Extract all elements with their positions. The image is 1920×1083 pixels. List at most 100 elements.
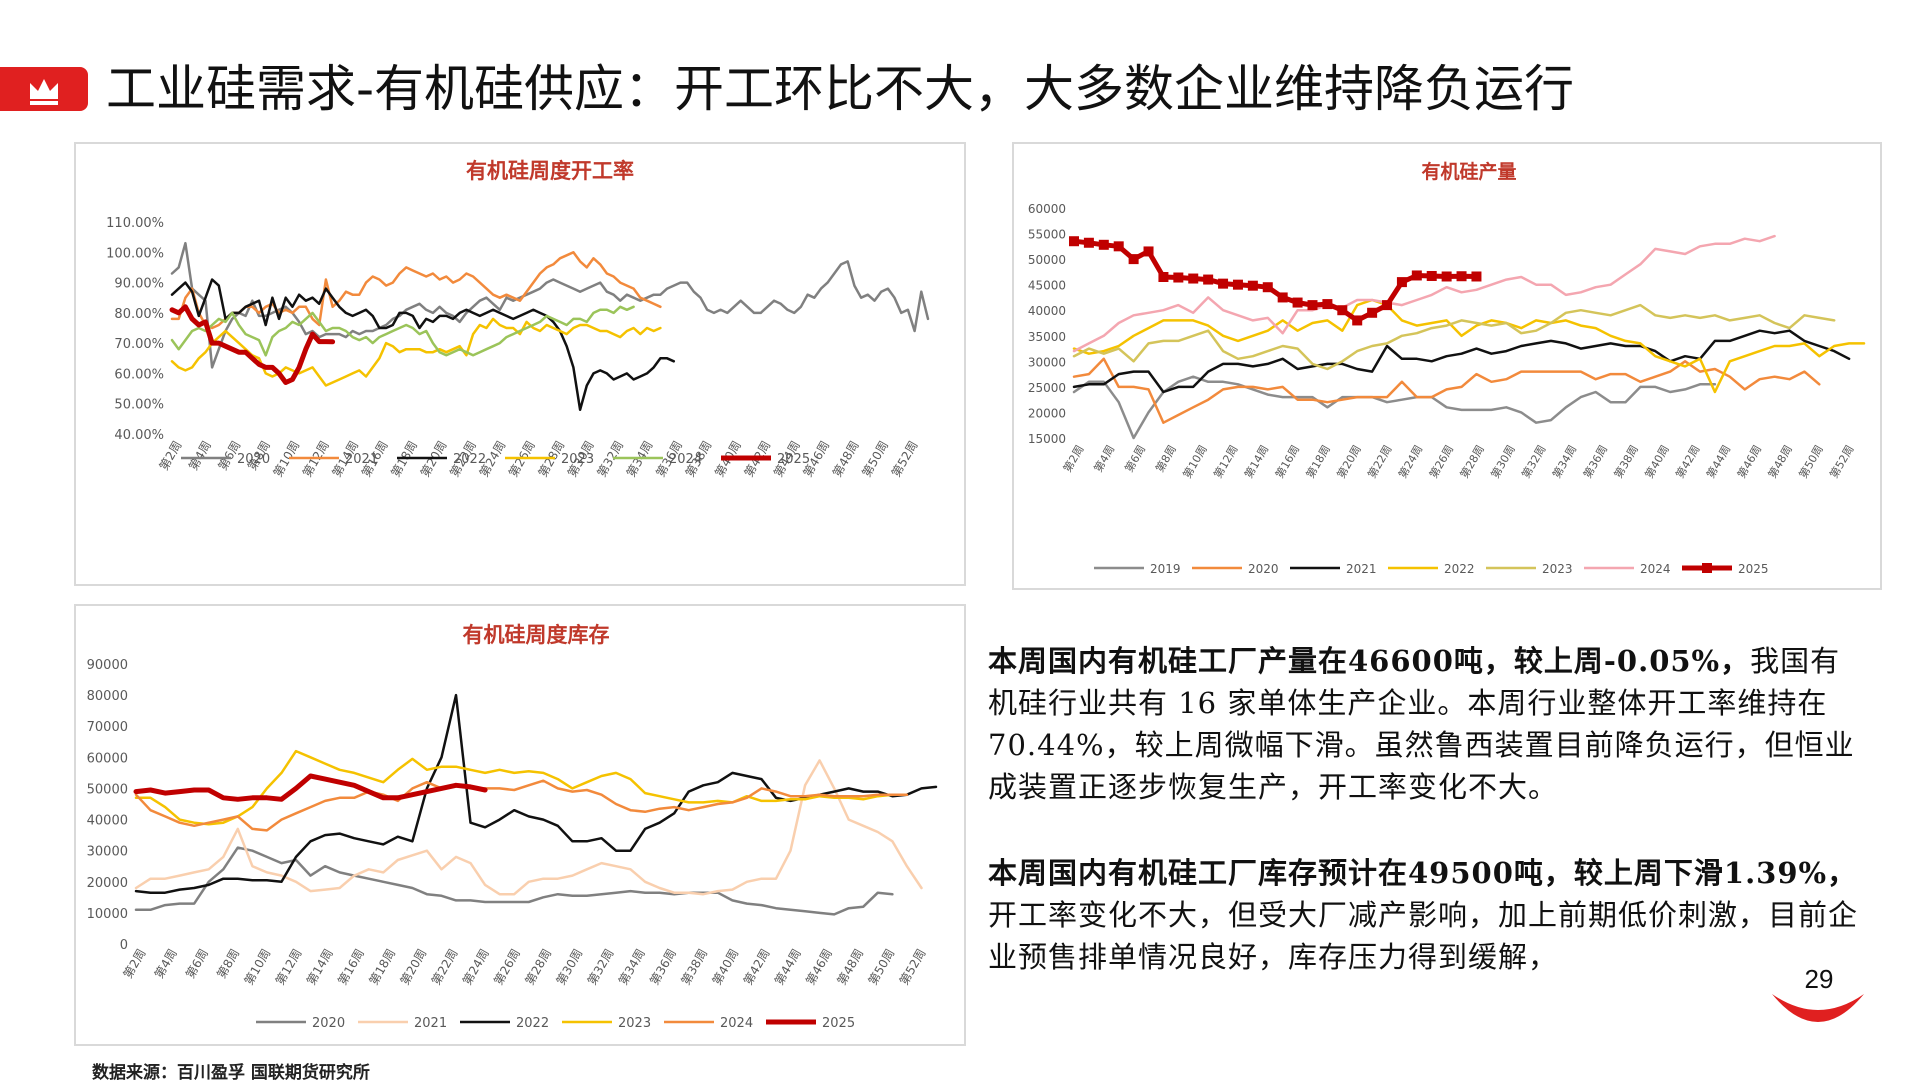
chart-rate-svg: 有机硅周度开工率 40.00% 50.00% 60.00% 70.00% 80.00% 90… [106, 158, 930, 480]
output-xtick-label: 第34周 [1549, 443, 1579, 481]
output-point-2025 [1069, 236, 1079, 247]
inventory-legend-label-2020: 2020 [312, 1016, 345, 1031]
output-legend-label-2019: 2019 [1150, 562, 1181, 576]
output-xtick-label: 第46周 [1734, 443, 1764, 481]
output-xtick-label: 第12周 [1210, 443, 1240, 481]
rate-legend-label-2022: 2022 [453, 452, 486, 467]
output-point-2025 [1352, 315, 1363, 326]
output-series-2023 [1072, 303, 1836, 371]
output-point-2025 [1203, 274, 1214, 285]
paragraph-output-bold: 本周国内有机硅工厂产量在46600吨，较上周-0.05%， [988, 644, 1751, 678]
output-point-2025 [1158, 272, 1169, 282]
output-ytick-label: 60000 [1028, 202, 1066, 216]
source-note: 数据来源：百川盈孚 国联期货研究所 [92, 1063, 370, 1083]
inventory-xtick-label: 第8周 [214, 947, 242, 981]
output-xtick-label: 第50周 [1796, 443, 1826, 481]
paragraph-inventory-bold: 本周国内有机硅工厂库存预计在49500吨，较上周下滑1.39%， [988, 856, 1858, 890]
rate-xtick-label: 第4周 [186, 439, 214, 473]
output-point-2025 [1247, 280, 1258, 291]
output-point-2025 [1382, 300, 1393, 311]
rate-ytick-label: 90.00% [114, 277, 164, 292]
output-xtick-label: 第2周 [1060, 443, 1087, 475]
rate-series-2025 [169, 304, 336, 385]
rate-ytick-label: 40.00% [114, 428, 164, 443]
chart-inventory: 有机硅周度库存 0 10000 20000 30000 40000 50000 60000 70… [74, 604, 966, 1046]
paragraph-inventory: 本周国内有机硅工厂库存预计在49500吨，较上周下滑1.39%， 开工率变化不大，… [988, 852, 1868, 978]
inventory-ytick-label: 80000 [87, 689, 128, 704]
output-series-2020 [1072, 357, 1821, 424]
inventory-legend-label-2021: 2021 [414, 1016, 447, 1031]
output-xtick-label: 第52周 [1826, 443, 1856, 481]
output-point-2025 [1441, 271, 1452, 282]
page-swoosh-icon [1772, 994, 1864, 1022]
output-series-2019 [1072, 375, 1717, 440]
rate-ytick-label: 100.00% [106, 246, 164, 261]
output-ytick-label: 20000 [1028, 406, 1066, 420]
output-legend-label-2024: 2024 [1640, 562, 1671, 576]
output-point-2025 [1277, 292, 1288, 303]
inventory-xtick-label: 第20周 [398, 947, 430, 988]
chart-rate: 有机硅周度开工率 40.00% 50.00% 60.00% 70.00% 80.00% 90… [74, 142, 966, 586]
rate-series-2024 [170, 305, 635, 357]
output-xtick-label: 第26周 [1426, 443, 1456, 481]
inventory-xtick-label: 第48周 [834, 947, 866, 988]
inventory-xtick-label: 第12周 [273, 947, 305, 988]
output-chart-title: 有机硅产量 [1421, 160, 1516, 183]
inventory-chart-title: 有机硅周度库存 [463, 622, 610, 647]
output-xtick-label: 第18周 [1303, 443, 1333, 481]
output-xtick-label: 第22周 [1364, 443, 1394, 481]
inventory-xtick-label: 第38周 [678, 947, 710, 988]
inventory-ytick-label: 10000 [87, 907, 128, 922]
paragraph-output-rest: 我国有机硅行业共有 16 家单体生产企业。本周行业整体开工率维持在 70.44%… [988, 644, 1855, 804]
output-xtick-label: 第44周 [1703, 443, 1733, 481]
output-point-2025 [1098, 239, 1109, 250]
output-point-2025 [1232, 279, 1243, 290]
output-series-2021 [1072, 329, 1851, 394]
chart-inventory-svg: 有机硅周度库存 0 10000 20000 30000 40000 50000 60000 70… [87, 622, 938, 1031]
output-ytick-label: 30000 [1028, 355, 1066, 369]
rate-xtick-label: 第48周 [830, 439, 862, 480]
output-point-2025 [1396, 277, 1407, 288]
chart-output-svg: 有机硅产量 15000 20000 25000 30000 35000 40000 45000… [1028, 160, 1866, 576]
rate-ytick-label: 80.00% [114, 307, 164, 322]
inventory-xtick-label: 第46周 [803, 947, 835, 988]
inventory-xtick-label: 第40周 [710, 947, 742, 988]
output-xtick-label: 第24周 [1395, 443, 1425, 481]
output-xtick-label: 第38周 [1611, 443, 1641, 481]
output-point-2025 [1113, 241, 1124, 252]
output-ytick-label: 15000 [1028, 432, 1066, 446]
rate-xtick-label: 第50周 [859, 439, 891, 480]
inventory-ytick-label: 90000 [87, 658, 128, 673]
inventory-xtick-label: 第14周 [304, 947, 336, 988]
inventory-xtick-label: 第30周 [554, 947, 586, 988]
output-series-2022 [1072, 298, 1866, 394]
inventory-xtick-label: 第16周 [335, 947, 367, 988]
output-legend-label-2020: 2020 [1248, 562, 1279, 576]
output-series-2025 [1071, 238, 1479, 323]
paragraph-output: 本周国内有机硅工厂产量在46600吨，较上周-0.05%，我国有机硅行业共有 1… [988, 640, 1868, 808]
output-point-2025 [1083, 237, 1094, 248]
inventory-series-2024 [134, 779, 909, 832]
inventory-xtick-label: 第4周 [152, 947, 180, 981]
inventory-xtick-label: 第50周 [866, 947, 898, 988]
rate-xtick-label: 第52周 [889, 439, 921, 480]
output-xtick-label: 第14周 [1241, 443, 1271, 481]
inventory-xtick-label: 第36周 [647, 947, 679, 988]
output-xtick-label: 第48周 [1765, 443, 1795, 481]
inventory-xtick-label: 第34周 [616, 947, 648, 988]
output-ytick-label: 50000 [1028, 253, 1066, 267]
rate-ytick-label: 110.00% [106, 216, 164, 231]
rate-series-2020 [170, 241, 930, 369]
inventory-ytick-label: 70000 [87, 720, 128, 735]
output-xtick-label: 第6周 [1122, 443, 1149, 475]
rate-ytick-label: 50.00% [114, 398, 164, 413]
inventory-xtick-label: 第42周 [741, 947, 773, 988]
rate-ytick-label: 70.00% [114, 337, 164, 352]
inventory-ytick-label: 0 [120, 938, 128, 953]
rate-ytick-label: 60.00% [114, 367, 164, 382]
rate-series-2021 [170, 251, 662, 330]
rate-series-2023 [170, 317, 662, 387]
output-point-2025 [1307, 300, 1318, 311]
inventory-ytick-label: 50000 [87, 782, 128, 797]
inventory-series-2020 [134, 846, 894, 916]
